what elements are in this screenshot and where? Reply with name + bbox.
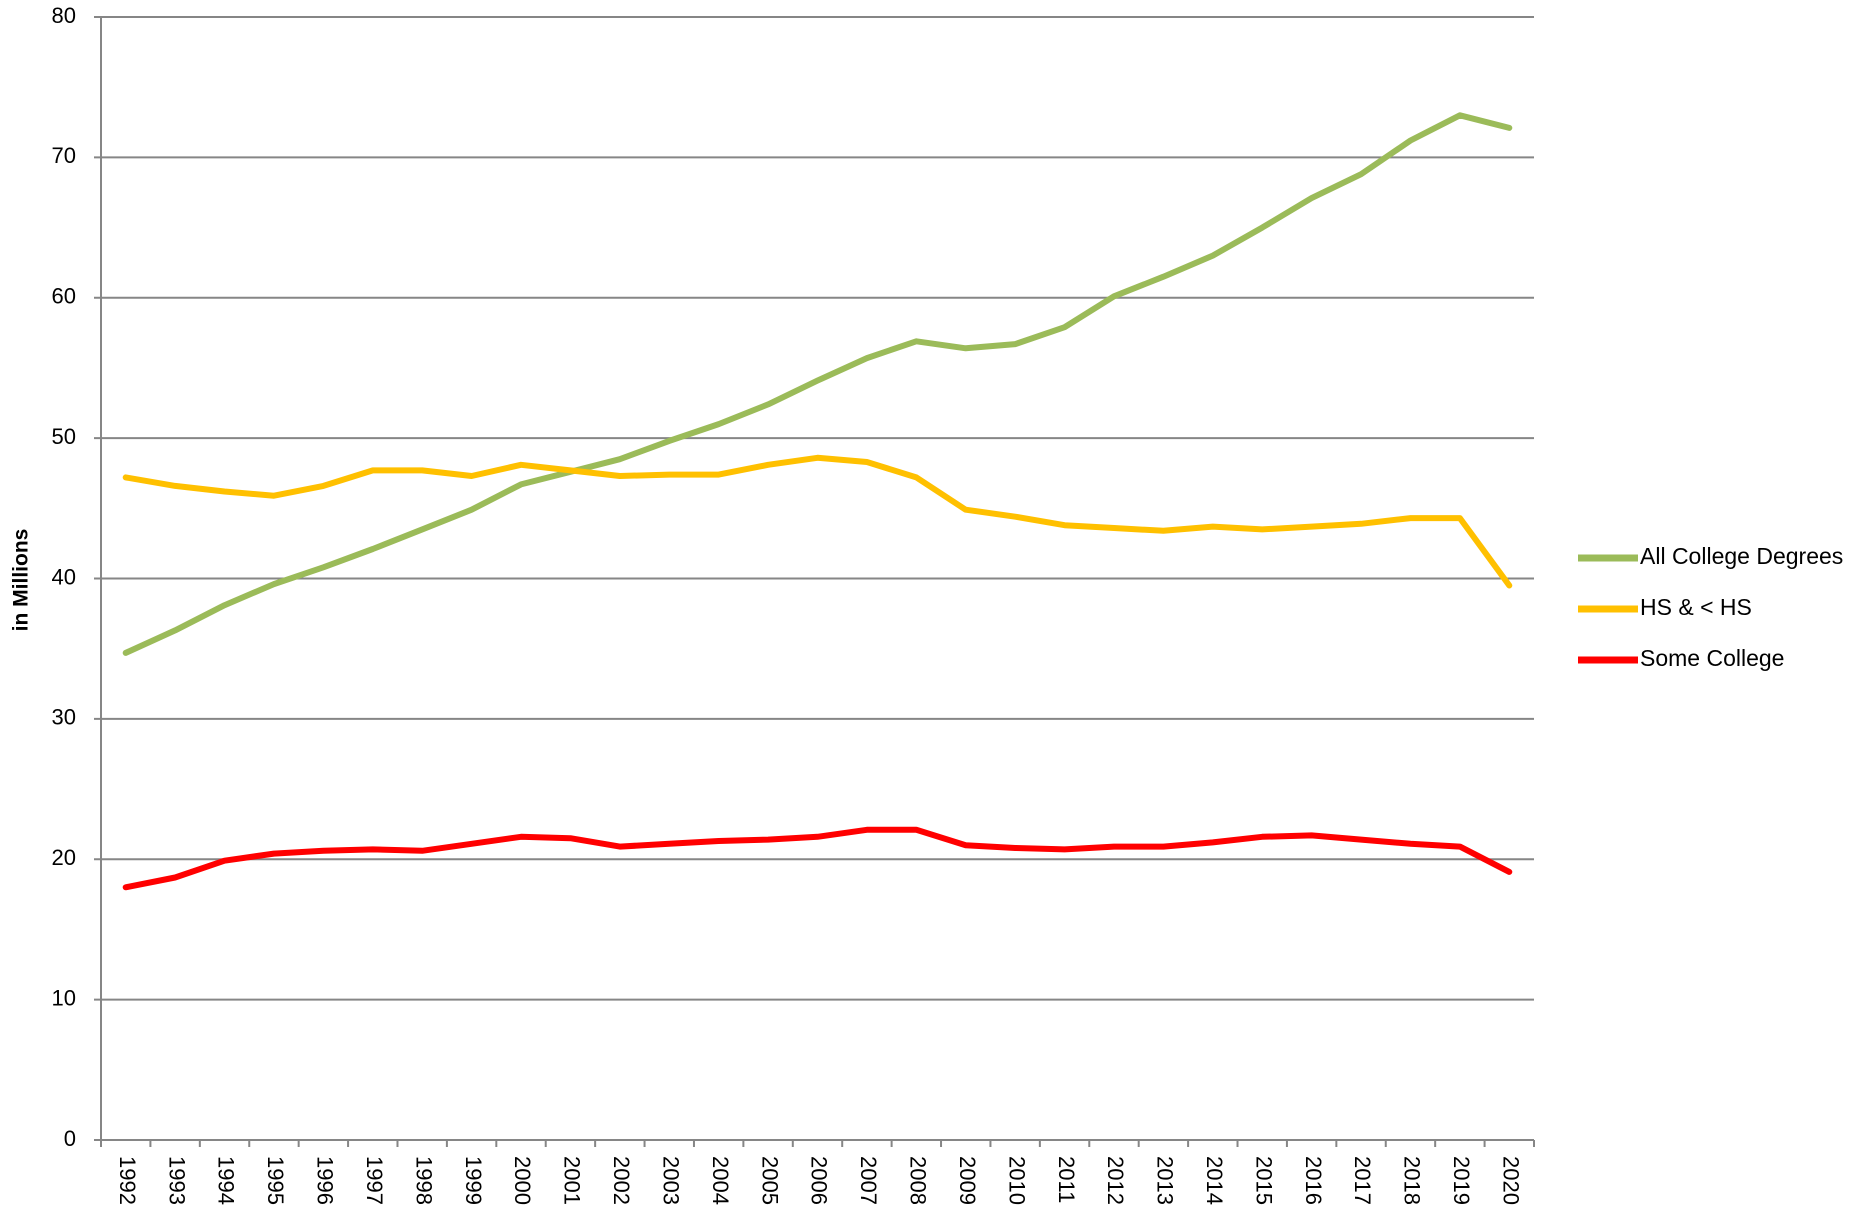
x-tick-label: 1999	[461, 1156, 486, 1205]
x-tick-label: 2018	[1400, 1156, 1425, 1205]
x-tick-label: 2008	[906, 1156, 931, 1205]
legend-label: All College Degrees	[1640, 543, 1843, 569]
series-line	[122, 454, 1513, 589]
y-tick-label: 30	[52, 705, 76, 730]
y-axis-label: in Millions	[10, 529, 33, 632]
x-tick-label: 1995	[263, 1156, 288, 1205]
x-tick-label: 1996	[313, 1156, 338, 1205]
x-tick-label: 2005	[757, 1156, 782, 1205]
y-tick-label: 10	[52, 985, 76, 1010]
x-tick-label: 2012	[1103, 1156, 1128, 1205]
x-tick-label: 2020	[1498, 1156, 1523, 1205]
x-tick-label: 1994	[214, 1156, 239, 1205]
x-tick-label: 1998	[411, 1156, 436, 1205]
series-line	[122, 826, 1513, 891]
x-tick-label: 2000	[510, 1156, 535, 1205]
x-tick-label: 2017	[1350, 1156, 1375, 1205]
y-tick-label: 40	[52, 564, 76, 589]
y-tick-label: 20	[52, 845, 76, 870]
x-tick-label: 1997	[362, 1156, 387, 1205]
legend-label: HS & < HS	[1640, 594, 1752, 620]
x-tick-label: 2015	[1251, 1156, 1276, 1205]
x-tick-label: 2003	[658, 1156, 683, 1205]
y-tick-label: 50	[52, 424, 76, 449]
x-tick-label: 2014	[1202, 1156, 1227, 1205]
series-line	[122, 112, 1513, 656]
legend-label: Some College	[1640, 645, 1784, 671]
x-tick-label: 2004	[708, 1156, 733, 1205]
x-tick-label: 2006	[807, 1156, 832, 1205]
y-tick-label: 80	[52, 3, 76, 28]
x-tick-label: 2001	[560, 1156, 585, 1205]
y-tick-label: 60	[52, 284, 76, 309]
x-tick-label: 2007	[856, 1156, 881, 1205]
x-tick-label: 2011	[1054, 1156, 1079, 1203]
x-tick-label: 2019	[1449, 1156, 1474, 1205]
x-tick-label: 1993	[164, 1156, 189, 1205]
x-tick-label: 2013	[1153, 1156, 1178, 1205]
x-tick-label: 2010	[1004, 1156, 1029, 1205]
y-tick-label: 0	[64, 1126, 76, 1151]
x-tick-label: 2016	[1301, 1156, 1326, 1205]
y-tick-label: 70	[52, 143, 76, 168]
x-tick-label: 1992	[115, 1156, 140, 1205]
x-tick-label: 2002	[609, 1156, 634, 1205]
x-tick-label: 2009	[955, 1156, 980, 1205]
